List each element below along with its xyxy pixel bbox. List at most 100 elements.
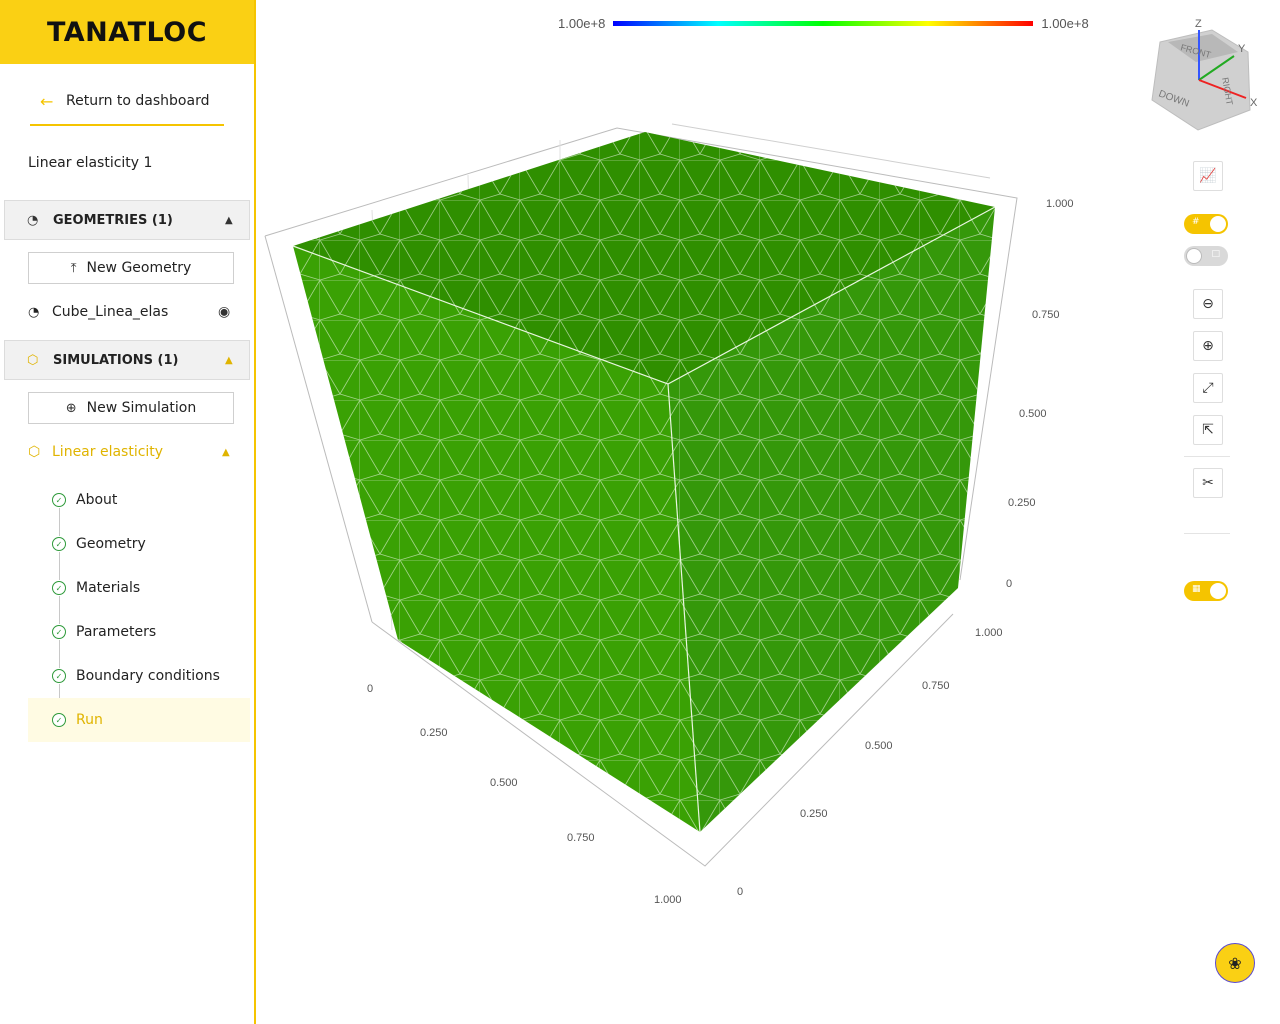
check-circle-icon: ✓ [52, 713, 66, 727]
x-tick-label: 0.750 [567, 832, 595, 844]
x-axis-line [1198, 79, 1247, 99]
geometries-section-header[interactable]: ◔ GEOMETRIES (1) ▲ [4, 200, 250, 240]
simulation-name: Linear elasticity [52, 444, 164, 460]
y-tick-label: 1.000 [975, 627, 1003, 639]
scene-canvas[interactable]: 1.000 0.750 0.500 0.250 0 0 0.250 0.500 … [258, 0, 1280, 1024]
axis-ticks: 1.000 0.750 0.500 0.250 0 0 0.250 0.500 … [367, 198, 1074, 906]
z-tick-label: 0 [1006, 578, 1012, 590]
colorbar-min-label: 1.00e+8 [558, 16, 606, 31]
axes-floor [371, 613, 954, 867]
zoom-in-icon: ⊕ [1202, 338, 1214, 354]
box-toggle[interactable]: □ [1184, 246, 1228, 266]
compress-icon: ⤢ [1202, 380, 1214, 396]
y-axis-label: Y [1238, 43, 1246, 55]
step-geometry[interactable]: ✓ Geometry [28, 522, 250, 580]
toggle-knob [1210, 216, 1226, 232]
return-to-dashboard-label: Return to dashboard [66, 93, 210, 109]
y-axis-line [1198, 55, 1235, 81]
step-connector [59, 552, 60, 580]
check-circle-icon: ✓ [52, 669, 66, 683]
pie-chart-icon: ◔ [27, 212, 39, 228]
y-tick-label: 0.250 [800, 808, 828, 820]
simulation-item[interactable]: ⬡ Linear elasticity ▲ [28, 440, 236, 464]
zoom-out-icon: ⊖ [1202, 296, 1214, 312]
step-label: Materials [76, 580, 141, 596]
geometries-section-title: GEOMETRIES (1) [53, 212, 173, 228]
step-label: Parameters [76, 624, 157, 640]
step-parameters[interactable]: ✓ Parameters [28, 610, 250, 668]
geometry-name: Cube_Linea_elas [52, 304, 169, 320]
screenshot-button[interactable]: 📈 [1193, 161, 1223, 191]
check-circle-icon: ✓ [52, 537, 66, 551]
simulations-section-header[interactable]: ⬡ SIMULATIONS (1) ▲ [4, 340, 250, 380]
step-connector [59, 640, 60, 668]
orientation-cube-top [1168, 34, 1238, 62]
new-simulation-button[interactable]: ⊕ New Simulation [28, 392, 234, 424]
z-tick-label: 0.750 [1032, 309, 1060, 321]
x-tick-label: 0.250 [420, 727, 448, 739]
axes-left-edge [264, 235, 373, 623]
cube-icon: ⬡ [27, 352, 39, 368]
z-tick-label: 1.000 [1046, 198, 1074, 210]
new-geometry-button[interactable]: ⤒ New Geometry [28, 252, 234, 284]
orientation-cube[interactable]: Z Y X FRONT RIGHT DOWN [1151, 18, 1258, 131]
z-axis-label: Z [1195, 18, 1202, 30]
step-about[interactable]: ✓ About [28, 478, 250, 536]
step-run[interactable]: ✓ Run [28, 698, 250, 742]
section-cut-button[interactable]: ✂ [1193, 468, 1223, 498]
help-icon: ❀ [1228, 953, 1242, 973]
chevron-up-icon: ▲ [222, 446, 230, 458]
cube-top-mesh [293, 132, 995, 384]
mesh-toggle[interactable]: ▦ [1184, 581, 1228, 601]
colorbar: 1.00e+8 1.00e+8 [558, 16, 1089, 31]
logo[interactable]: TANATLOC [46, 16, 208, 48]
step-boundary-conditions[interactable]: ✓ Boundary conditions [28, 654, 250, 712]
y-tick-label: 0.500 [865, 740, 893, 752]
help-button[interactable]: ❀ [1215, 943, 1255, 983]
return-to-dashboard-link[interactable]: ← Return to dashboard [30, 78, 224, 126]
table-icon: ▦ [1192, 584, 1201, 594]
check-circle-icon: ✓ [52, 625, 66, 639]
chevron-up-icon: ▲ [225, 214, 233, 226]
x-tick-label: 1.000 [654, 894, 682, 906]
pie-chart-icon: ◔ [28, 304, 40, 320]
step-label: Boundary conditions [76, 668, 220, 684]
presentation-chart-icon: 📈 [1199, 168, 1217, 184]
step-materials[interactable]: ✓ Materials [28, 566, 250, 624]
x-tick-label: 0 [367, 683, 373, 695]
x-axis-label: X [1250, 97, 1258, 109]
cube-left-mesh [293, 246, 700, 832]
simulations-section-title: SIMULATIONS (1) [53, 352, 179, 368]
fit-view-button[interactable]: ⤢ [1193, 373, 1223, 403]
scissors-icon: ✂ [1202, 475, 1214, 491]
select-area-icon: ⇱ [1202, 422, 1214, 438]
3d-viewer[interactable]: 1.00e+8 1.00e+8 1.000 0.750 [258, 0, 1280, 1024]
hash-icon: # [1192, 217, 1200, 227]
grid-line [671, 123, 991, 179]
z-tick-label: 0.500 [1019, 408, 1047, 420]
colorbar-gradient [613, 21, 1034, 26]
step-label: About [76, 492, 118, 508]
check-circle-icon: ✓ [52, 493, 66, 507]
upload-icon: ⤒ [70, 260, 77, 276]
cube-right-mesh [668, 207, 995, 832]
step-connector [59, 508, 60, 536]
eye-icon[interactable]: ◉ [218, 304, 231, 320]
zoom-out-button[interactable]: ⊖ [1193, 289, 1223, 319]
square-icon: □ [1211, 249, 1220, 259]
cube-icon: ⬡ [28, 444, 41, 460]
step-label: Geometry [76, 536, 146, 552]
step-label: Run [76, 712, 103, 728]
new-geometry-label: New Geometry [86, 260, 192, 276]
zoom-to-selection-button[interactable]: ⇱ [1193, 415, 1223, 445]
step-connector [59, 596, 60, 624]
axes-back-frame [264, 127, 1018, 581]
plus-circle-icon: ⊕ [65, 400, 77, 416]
toggle-knob [1186, 248, 1202, 264]
chevron-up-icon: ▲ [225, 354, 233, 366]
grid-toggle[interactable]: # [1184, 214, 1228, 234]
geometry-item[interactable]: ◔ Cube_Linea_elas ◉ [28, 300, 236, 324]
right-face-label: RIGHT [1220, 77, 1235, 107]
zoom-in-button[interactable]: ⊕ [1193, 331, 1223, 361]
colorbar-max-label: 1.00e+8 [1041, 16, 1089, 31]
